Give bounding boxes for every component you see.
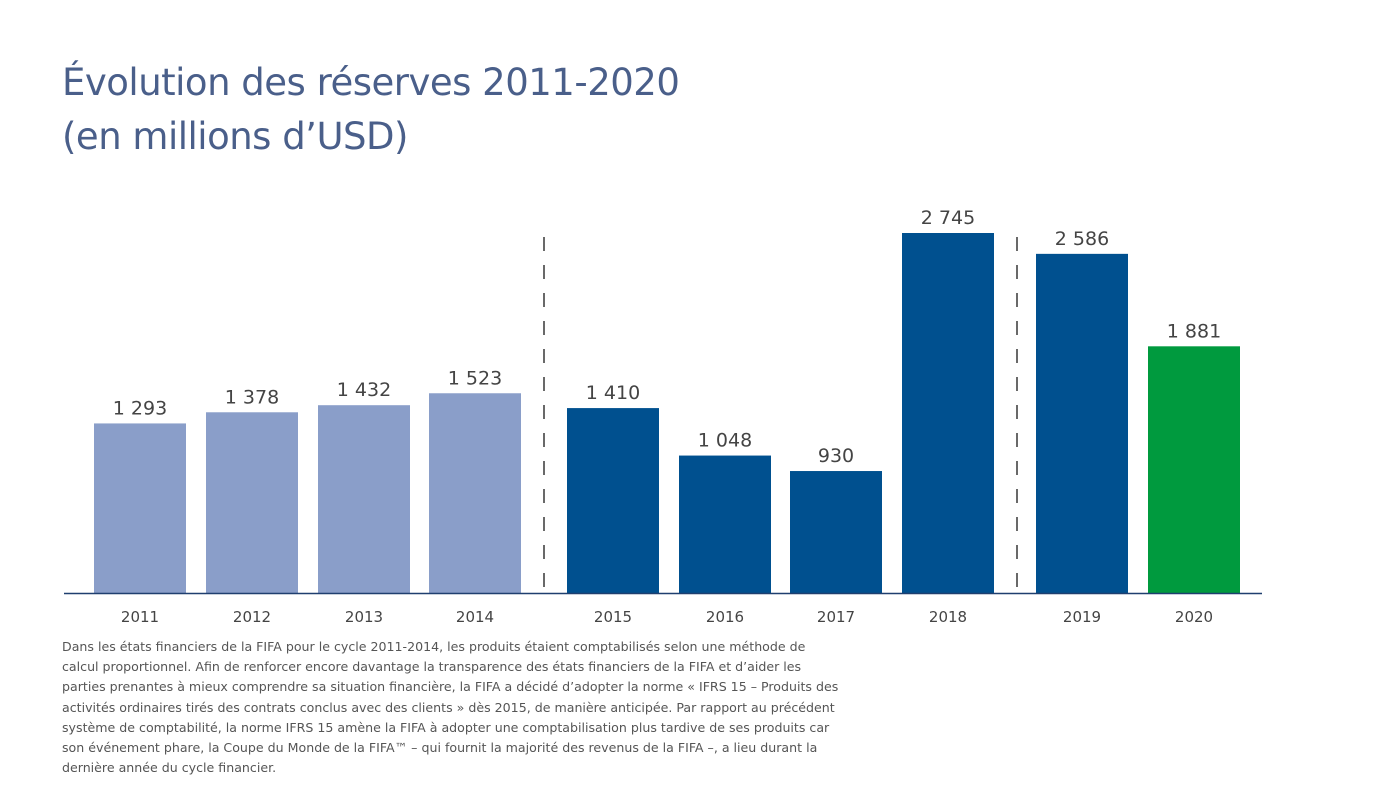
bar-2011	[94, 423, 186, 593]
x-tick-label-2015: 2015	[594, 608, 632, 626]
x-tick-label-2013: 2013	[345, 608, 383, 626]
bar-2015	[567, 408, 659, 593]
value-label-2017: 930	[818, 445, 854, 467]
x-tick-label-2018: 2018	[929, 608, 967, 626]
bar-2012	[206, 412, 298, 593]
x-tick-label-2011: 2011	[121, 608, 159, 626]
x-tick-label-2012: 2012	[233, 608, 271, 626]
chart-footnote: Dans les états financiers de la FIFA pou…	[62, 639, 839, 776]
bar-2017	[790, 471, 882, 593]
x-tick-label-2017: 2017	[817, 608, 855, 626]
bar-2019	[1036, 253, 1128, 593]
x-tick-label-2020: 2020	[1175, 608, 1213, 626]
chart-title-line-2: (en millions d’USD)	[62, 115, 408, 158]
bar-2018	[902, 233, 994, 593]
value-label-2013: 1 432	[337, 379, 391, 401]
bar-2016	[679, 455, 771, 593]
x-tick-label-2019: 2019	[1063, 608, 1101, 626]
x-tick-label-2014: 2014	[456, 608, 494, 626]
value-label-2016: 1 048	[698, 430, 752, 452]
x-tick-label-2016: 2016	[706, 608, 744, 626]
value-label-2012: 1 378	[225, 386, 279, 408]
chart-title-line-1: Évolution des réserves 2011-2020	[62, 61, 680, 104]
bar-2013	[318, 405, 410, 593]
value-label-2011: 1 293	[113, 397, 167, 419]
value-label-2015: 1 410	[586, 382, 640, 404]
value-label-2019: 2 586	[1055, 228, 1109, 250]
value-label-2014: 1 523	[448, 367, 502, 389]
bar-2014	[429, 393, 521, 593]
bar-2020	[1148, 346, 1240, 593]
value-label-2018: 2 745	[921, 207, 975, 229]
chart-title: Évolution des réserves 2011-2020 (en mil…	[62, 56, 680, 164]
value-label-2020: 1 881	[1167, 320, 1221, 342]
